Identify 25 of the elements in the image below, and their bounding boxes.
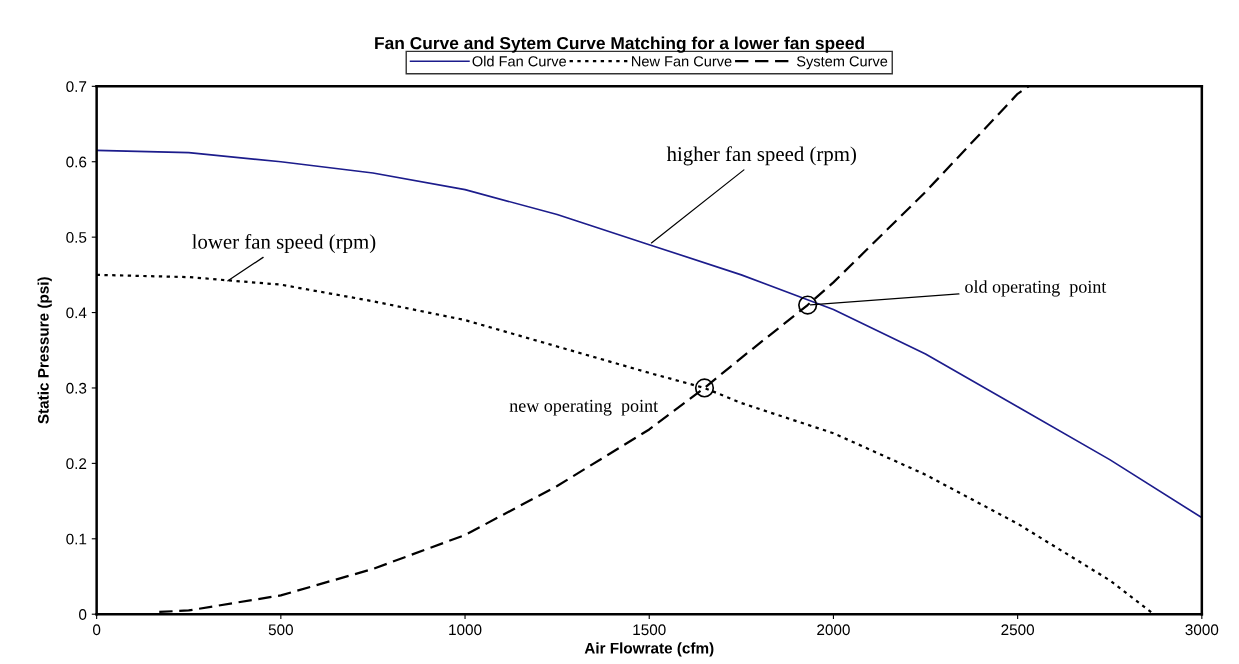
legend-label: Old Fan Curve [472, 55, 567, 67]
y-tick-label: 0.7 [66, 81, 87, 93]
x-tick-label: 3000 [1185, 624, 1219, 636]
x-tick-label: 2500 [1001, 624, 1035, 636]
y-axis-title: Static Pressure (psi) [37, 277, 52, 424]
y-tick-label: 0.4 [66, 307, 87, 319]
x-tick-label: 0 [92, 624, 101, 636]
y-tick-label: 0.5 [66, 232, 87, 243]
chart-title: Fan Curve and Sytem Curve Matching for a lower fan speed [375, 36, 864, 53]
y-tick-label: 0.1 [66, 533, 87, 545]
legend-label: New Fan Curve [632, 56, 732, 67]
annotation: new operating point [509, 399, 659, 416]
annotation: higher fan speed (rpm) [666, 146, 856, 166]
legend-label: System Curve [796, 56, 888, 70]
y-tick-label: 0.3 [66, 382, 87, 394]
x-tick-label: 500 [268, 624, 293, 636]
annotation: old operating point [965, 280, 1107, 297]
x-axis-title: Air Flowrate (cfm) [584, 642, 714, 657]
x-tick-label: 1500 [633, 624, 666, 636]
x-tick-label: 2000 [817, 624, 850, 636]
y-tick-label: 0 [79, 609, 87, 620]
y-tick-label: 0.2 [66, 458, 87, 470]
x-tick-label: 1000 [449, 624, 482, 636]
annotation: lower fan speed (rpm) [192, 233, 376, 254]
y-tick-label: 0.6 [66, 156, 87, 168]
